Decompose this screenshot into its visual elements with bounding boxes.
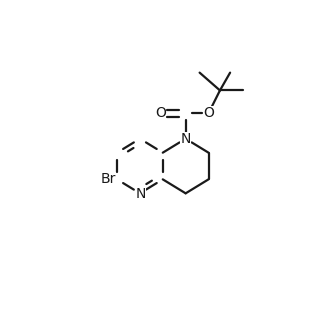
Text: O: O (203, 106, 214, 120)
Text: N: N (136, 187, 146, 201)
Text: O: O (155, 106, 166, 120)
Text: N: N (181, 132, 191, 146)
Text: Br: Br (100, 172, 116, 186)
